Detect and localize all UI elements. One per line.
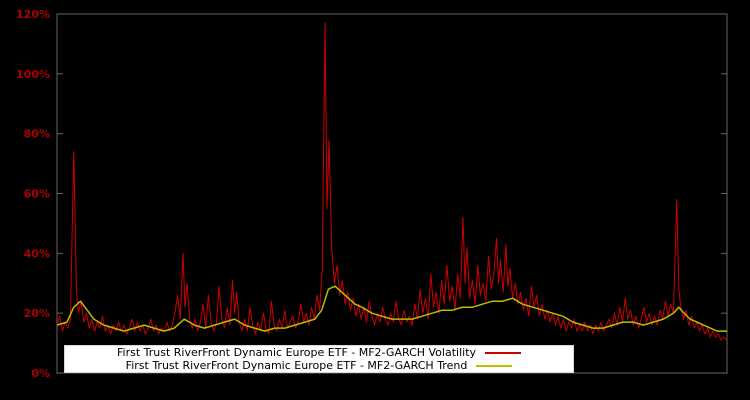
y-tick-label: 60% <box>24 188 50 201</box>
legend-label-trend: First Trust RiverFront Dynamic Europe ET… <box>125 359 468 372</box>
legend-line-sample-volatility <box>485 351 522 354</box>
y-tick-label: 0% <box>31 367 50 380</box>
legend-entry-volatility: First Trust RiverFront Dynamic Europe ET… <box>65 346 573 359</box>
series-trend <box>56 285 727 332</box>
legend-entry-trend: First Trust RiverFront Dynamic Europe ET… <box>65 359 573 372</box>
legend-line-sample-trend <box>476 364 513 367</box>
legend-label-volatility: First Trust RiverFront Dynamic Europe ET… <box>116 346 477 359</box>
y-tick-label: 100% <box>16 68 50 81</box>
y-tick-label: 40% <box>24 247 50 260</box>
y-tick-label: 120% <box>16 8 50 21</box>
legend: First Trust RiverFront Dynamic Europe ET… <box>64 345 574 373</box>
y-tick-label: 20% <box>24 307 50 320</box>
series-volatility <box>56 22 728 341</box>
y-tick-label: 80% <box>24 128 50 141</box>
